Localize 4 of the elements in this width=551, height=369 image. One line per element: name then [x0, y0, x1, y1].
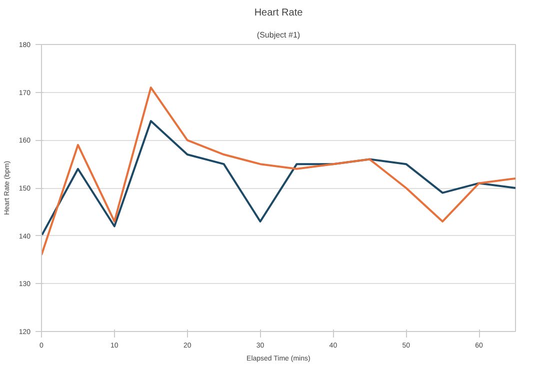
line-series	[42, 86, 516, 256]
chart-subtitle: (Subject #1)	[256, 30, 300, 40]
line-series	[42, 120, 516, 237]
chart-title: Heart Rate	[254, 8, 304, 18]
